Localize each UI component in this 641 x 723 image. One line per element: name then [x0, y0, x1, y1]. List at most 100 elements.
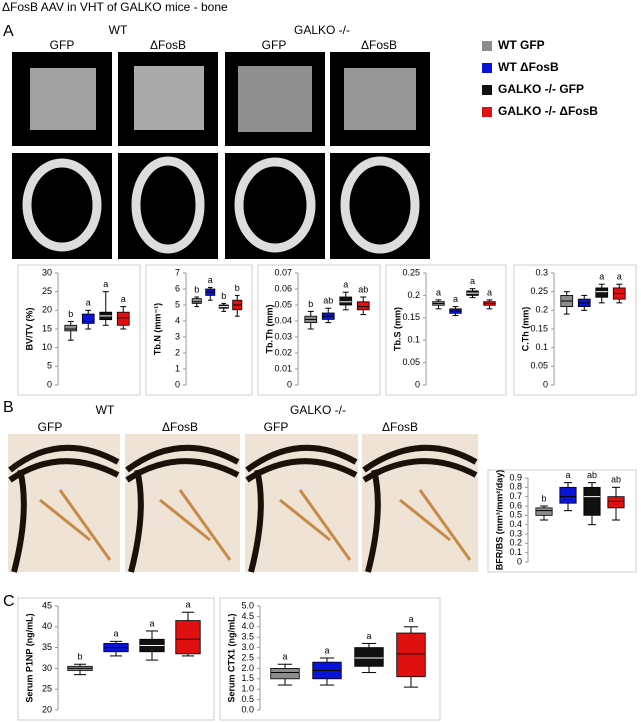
significance-letter: b	[68, 309, 73, 319]
legend-label: WT GFP	[498, 38, 545, 52]
chart-frame	[385, 264, 507, 396]
y-tick-label: 0.2	[407, 290, 420, 300]
y-tick-label: 0.7	[509, 491, 522, 501]
y-tick-label: 25	[42, 286, 52, 296]
significance-letter: b	[235, 283, 240, 293]
y-tick-label: 7	[175, 267, 180, 277]
y-tick-label: 0	[175, 379, 180, 389]
y-tick-label: 0.9	[509, 472, 522, 482]
y-tick-label: 0.01	[274, 363, 292, 373]
y-axis-label: Tb.Th (mm)	[264, 305, 274, 354]
y-tick-label: 0.0	[241, 704, 254, 714]
legend-swatch	[482, 41, 492, 51]
significance-letter: a	[599, 272, 604, 282]
box	[175, 620, 201, 655]
legend-swatch	[482, 107, 492, 117]
significance-letter: a	[470, 276, 475, 286]
chart-frame	[17, 597, 215, 721]
column-label: ΔFosB	[150, 38, 186, 52]
y-tick-label: 0.25	[530, 286, 548, 296]
y-tick-label: 10	[42, 342, 52, 352]
legend-label: GALKO -/- GFP	[498, 82, 584, 96]
y-tick-label: 5	[175, 299, 180, 309]
y-axis-label: BV/TV (%)	[24, 307, 34, 350]
y-tick-label: 3.5	[241, 632, 254, 642]
box	[559, 486, 577, 504]
y-tick-label: 0.07	[274, 267, 292, 277]
box	[595, 287, 609, 298]
y-axis-label: BFR/BS (mm³/mm²/day)	[494, 470, 504, 571]
y-tick-label: 0	[543, 379, 548, 389]
significance-letter: b	[308, 299, 313, 309]
y-axis-label: Tb.N (mm⁻¹)	[152, 303, 162, 355]
y-tick-label: 0.05	[530, 361, 548, 371]
significance-letter: a	[436, 287, 441, 297]
box	[607, 496, 625, 509]
significance-letter: b	[221, 291, 226, 301]
significance-letter: a	[324, 645, 329, 655]
legend-swatch	[482, 85, 492, 95]
significance-letter: b	[194, 284, 199, 294]
significance-letter: a	[208, 275, 213, 285]
y-tick-label: 1.0	[241, 684, 254, 694]
y-tick-label: 0.05	[402, 357, 420, 367]
significance-letter: a	[103, 279, 108, 289]
significance-letter: a	[121, 294, 126, 304]
significance-letter: a	[185, 600, 190, 610]
y-tick-label: 4.0	[241, 621, 254, 631]
y-tick-label: 0.5	[509, 510, 522, 520]
significance-letter: a	[366, 631, 371, 641]
y-tick-label: 25	[42, 684, 52, 694]
box	[396, 632, 426, 678]
box	[583, 486, 601, 516]
chart-frame	[17, 264, 141, 396]
y-tick-label: 0.2	[509, 538, 522, 548]
panel-label: B	[3, 399, 14, 416]
y-tick-label: 0.5	[241, 694, 254, 704]
y-tick-label: 0	[415, 379, 420, 389]
y-tick-label: 0	[517, 556, 522, 566]
y-tick-label: 0.3	[535, 267, 548, 277]
significance-letter: a	[282, 652, 287, 662]
y-tick-label: 45	[42, 600, 52, 610]
y-tick-label: 0.2	[535, 305, 548, 315]
significance-letter: ab	[587, 470, 597, 480]
column-label: GFP	[50, 38, 75, 52]
y-tick-label: 5.0	[241, 600, 254, 610]
y-tick-label: 5	[47, 361, 52, 371]
box	[339, 296, 353, 306]
group-label: GALKO -/-	[294, 23, 350, 37]
y-tick-label: 3	[175, 331, 180, 341]
significance-letter: a	[149, 618, 154, 628]
chart-frame	[219, 597, 441, 721]
significance-letter: a	[408, 614, 413, 624]
y-tick-label: 40	[42, 621, 52, 631]
y-tick-label: 15	[42, 323, 52, 333]
panel-label: C	[3, 593, 15, 610]
box	[81, 313, 95, 324]
y-axis-label: Serum CTX1 (ng/mL)	[226, 613, 236, 702]
y-tick-label: 20	[42, 305, 52, 315]
y-tick-label: 0.06	[274, 283, 292, 293]
y-tick-label: 0.6	[509, 500, 522, 510]
y-tick-label: 0.03	[274, 331, 292, 341]
column-label: GFP	[38, 420, 63, 434]
y-tick-label: 2.5	[241, 652, 254, 662]
y-tick-label: 0.8	[509, 482, 522, 492]
y-tick-label: 0.04	[274, 315, 292, 325]
y-tick-label: 1.5	[241, 673, 254, 683]
y-tick-label: 0.1	[407, 335, 420, 345]
y-tick-label: 0.02	[274, 347, 292, 357]
y-tick-label: 4	[175, 315, 180, 325]
y-tick-label: 0	[287, 379, 292, 389]
significance-letter: ab	[611, 475, 621, 485]
box	[270, 668, 300, 680]
y-tick-label: 30	[42, 267, 52, 277]
significance-letter: a	[343, 280, 348, 290]
y-tick-label: 20	[42, 704, 52, 714]
y-tick-label: 4.5	[241, 611, 254, 621]
significance-letter: a	[453, 294, 458, 304]
significance-letter: a	[617, 272, 622, 282]
panel-label: A	[3, 23, 14, 40]
y-tick-label: 0.25	[402, 267, 420, 277]
